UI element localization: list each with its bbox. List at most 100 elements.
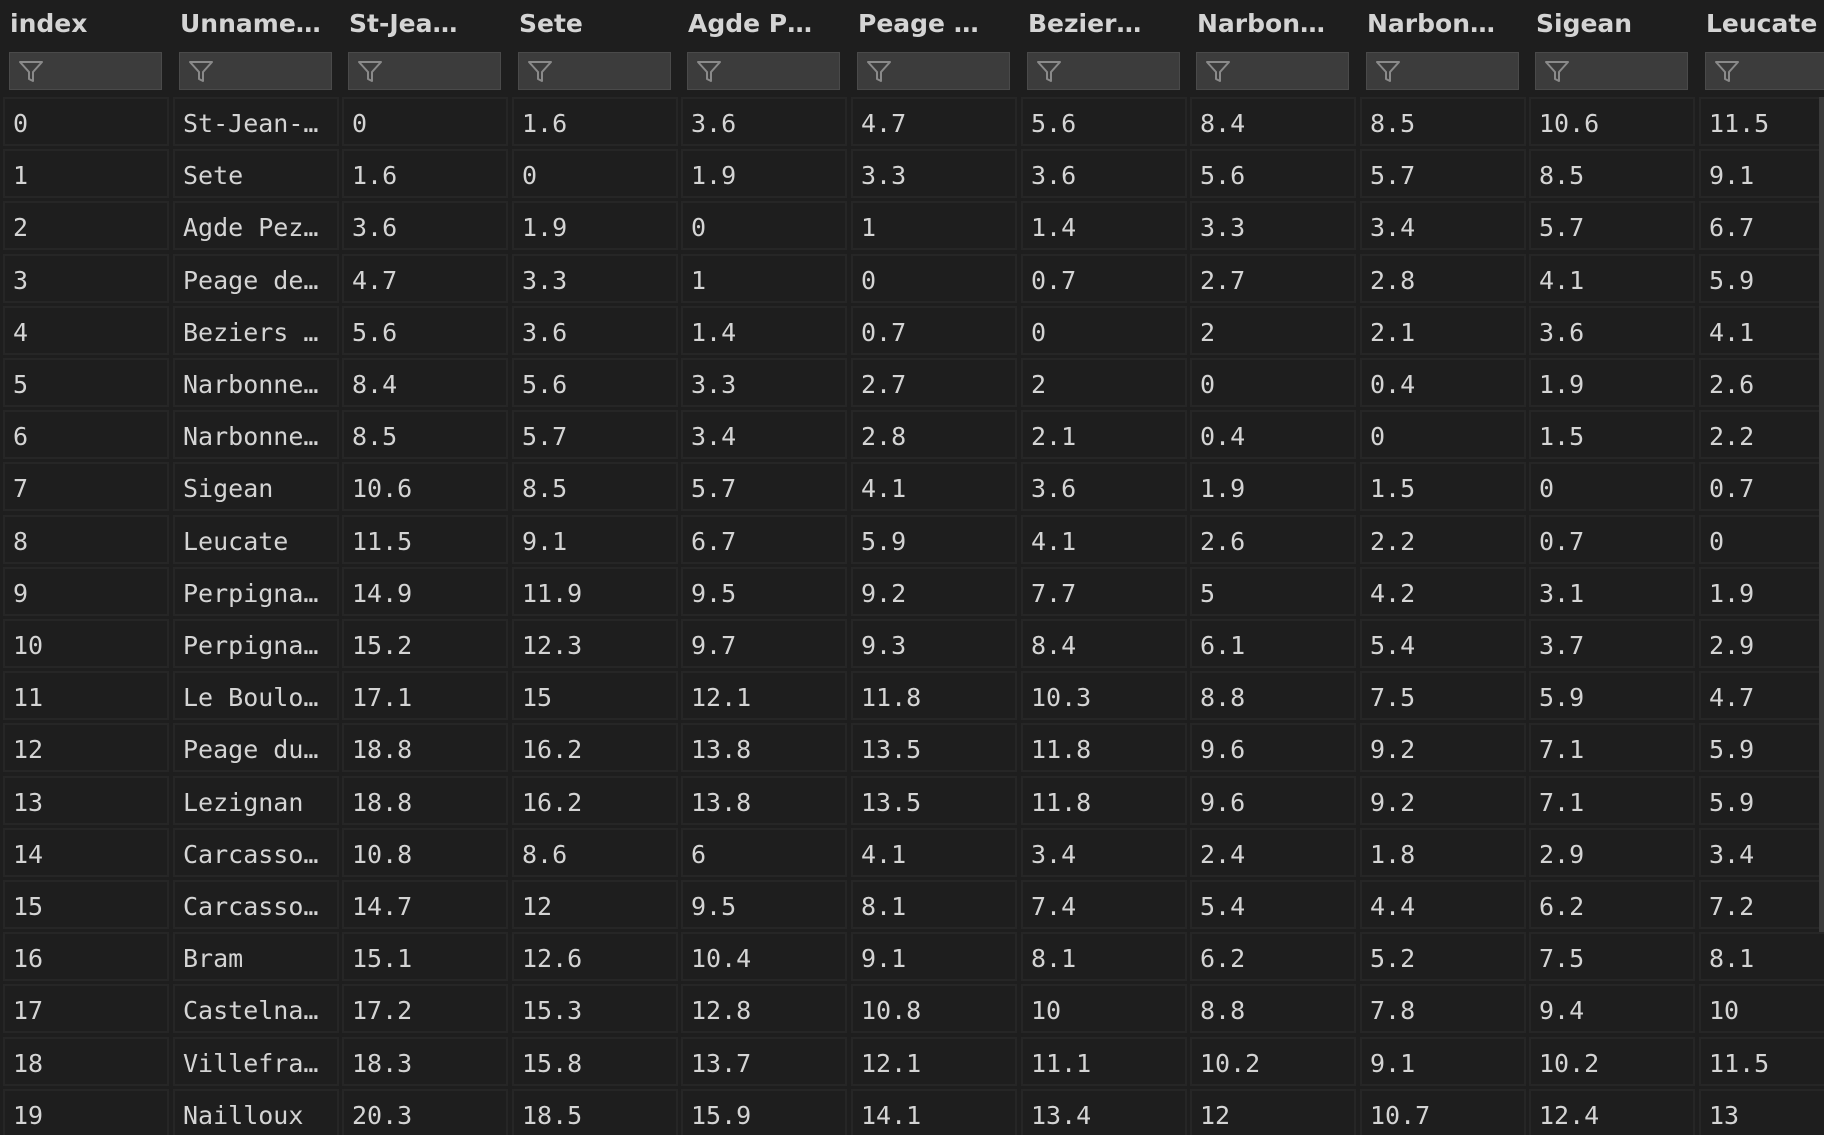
table-cell[interactable]: 13.8 bbox=[681, 776, 847, 825]
table-cell[interactable]: 9.1 bbox=[851, 932, 1017, 981]
table-cell[interactable]: Sete bbox=[173, 149, 339, 198]
table-cell[interactable]: 2.2 bbox=[1360, 515, 1526, 564]
table-cell[interactable]: 0.7 bbox=[851, 306, 1017, 355]
table-cell[interactable]: 0 bbox=[851, 254, 1017, 303]
table-cell[interactable]: 6.7 bbox=[681, 515, 847, 564]
table-cell[interactable]: 3.6 bbox=[681, 97, 847, 146]
table-cell[interactable]: 1.5 bbox=[1529, 410, 1695, 459]
table-cell[interactable]: Perpigna… bbox=[173, 619, 339, 668]
table-cell[interactable]: Castelna… bbox=[173, 984, 339, 1033]
table-row[interactable]: 13 Lezignan 18.8 16.2 13.8 13.5 11.8 9.6 9.2 7.1 5… bbox=[0, 776, 1824, 828]
table-cell[interactable]: 9.1 bbox=[1360, 1037, 1526, 1086]
table-row[interactable]: 12 Peage du… 18.8 16.2 13.8 13.5 11.8 9.6 9.2 7.1… bbox=[0, 723, 1824, 775]
table-cell[interactable]: 1.6 bbox=[512, 97, 678, 146]
table-cell[interactable]: 1 bbox=[851, 201, 1017, 250]
table-cell[interactable]: 0.4 bbox=[1360, 358, 1526, 407]
table-row[interactable]: 8 Leucate 11.5 9.1 6.7 5.9 4.1 2.6 2.2 0.7 0 bbox=[0, 515, 1824, 567]
table-cell[interactable]: 12 bbox=[1190, 1089, 1356, 1135]
table-cell[interactable]: 8.8 bbox=[1190, 671, 1356, 720]
table-cell[interactable]: 7.8 bbox=[1360, 984, 1526, 1033]
table-cell[interactable]: 10.4 bbox=[681, 932, 847, 981]
table-cell[interactable]: 5.6 bbox=[512, 358, 678, 407]
table-cell[interactable]: 3.6 bbox=[512, 306, 678, 355]
table-cell[interactable]: 18.8 bbox=[342, 776, 508, 825]
vertical-scrollbar[interactable] bbox=[1819, 97, 1824, 932]
table-cell[interactable]: 3.3 bbox=[1190, 201, 1356, 250]
table-cell[interactable]: 2 bbox=[1021, 358, 1187, 407]
table-cell[interactable]: 9.7 bbox=[681, 619, 847, 668]
table-row[interactable]: 11 Le Boulo… 17.1 15 12.1 11.8 10.3 8.8 7.5 5.9 4.… bbox=[0, 671, 1824, 723]
table-cell[interactable]: 3.6 bbox=[1021, 462, 1187, 511]
table-cell[interactable]: 13 bbox=[1699, 1089, 1824, 1135]
table-cell[interactable]: 8.4 bbox=[1021, 619, 1187, 668]
table-cell[interactable]: 11.9 bbox=[512, 567, 678, 616]
table-cell[interactable]: Narbonne… bbox=[173, 358, 339, 407]
table-cell[interactable]: 2.9 bbox=[1529, 828, 1695, 877]
table-cell[interactable]: 12.1 bbox=[681, 671, 847, 720]
column-filter-button[interactable] bbox=[1705, 52, 1824, 90]
table-cell[interactable]: 6.1 bbox=[1190, 619, 1356, 668]
table-cell[interactable]: 10.8 bbox=[851, 984, 1017, 1033]
table-cell[interactable]: 10 bbox=[1699, 984, 1824, 1033]
table-cell[interactable]: 7.4 bbox=[1021, 880, 1187, 929]
table-cell[interactable]: Leucate bbox=[173, 515, 339, 564]
row-index-cell[interactable]: 5 bbox=[3, 358, 169, 407]
table-cell[interactable]: 9.5 bbox=[681, 880, 847, 929]
column-header[interactable]: St-Jea… bbox=[349, 9, 458, 38]
table-cell[interactable]: Le Boulo… bbox=[173, 671, 339, 720]
table-cell[interactable]: 5.9 bbox=[1699, 776, 1824, 825]
table-row[interactable]: 19 Nailloux 20.3 18.5 15.9 14.1 13.4 12 10.7 12.4… bbox=[0, 1089, 1824, 1135]
table-cell[interactable]: Nailloux bbox=[173, 1089, 339, 1135]
row-index-cell[interactable]: 7 bbox=[3, 462, 169, 511]
table-cell[interactable]: 9.5 bbox=[681, 567, 847, 616]
table-cell[interactable]: 17.1 bbox=[342, 671, 508, 720]
column-header[interactable]: Unname… bbox=[180, 9, 321, 38]
table-cell[interactable]: Perpigna… bbox=[173, 567, 339, 616]
table-cell[interactable]: 11.1 bbox=[1021, 1037, 1187, 1086]
table-cell[interactable]: 2.9 bbox=[1699, 619, 1824, 668]
table-cell[interactable]: 13.5 bbox=[851, 723, 1017, 772]
table-cell[interactable]: 1.8 bbox=[1360, 828, 1526, 877]
table-cell[interactable]: 12.1 bbox=[851, 1037, 1017, 1086]
table-cell[interactable]: 0.7 bbox=[1699, 462, 1824, 511]
table-cell[interactable]: 2.8 bbox=[851, 410, 1017, 459]
table-cell[interactable]: 8.1 bbox=[1021, 932, 1187, 981]
table-cell[interactable]: 1.4 bbox=[1021, 201, 1187, 250]
column-header[interactable]: Sigean bbox=[1536, 9, 1633, 38]
table-row[interactable]: 18 Villefra… 18.3 15.8 13.7 12.1 11.1 10.2 9.1 10… bbox=[0, 1037, 1824, 1089]
table-cell[interactable]: 8.6 bbox=[512, 828, 678, 877]
table-cell[interactable]: 18.8 bbox=[342, 723, 508, 772]
column-filter-button[interactable] bbox=[348, 52, 501, 90]
table-cell[interactable]: 11.8 bbox=[851, 671, 1017, 720]
table-cell[interactable]: 5.9 bbox=[1529, 671, 1695, 720]
column-filter-button[interactable] bbox=[687, 52, 840, 90]
table-cell[interactable]: Narbonne… bbox=[173, 410, 339, 459]
table-cell[interactable]: 13.8 bbox=[681, 723, 847, 772]
table-row[interactable]: 7 Sigean 10.6 8.5 5.7 4.1 3.6 1.9 1.5 0 0.7 bbox=[0, 462, 1824, 514]
table-cell[interactable]: 0 bbox=[1699, 515, 1824, 564]
table-cell[interactable]: 5 bbox=[1190, 567, 1356, 616]
table-cell[interactable]: Bram bbox=[173, 932, 339, 981]
table-cell[interactable]: 15.3 bbox=[512, 984, 678, 1033]
table-cell[interactable]: 8.5 bbox=[342, 410, 508, 459]
table-cell[interactable]: 11.5 bbox=[1699, 97, 1824, 146]
table-cell[interactable]: 3.6 bbox=[342, 201, 508, 250]
table-cell[interactable]: 2.7 bbox=[851, 358, 1017, 407]
table-cell[interactable]: 2.2 bbox=[1699, 410, 1824, 459]
table-cell[interactable]: St-Jean-… bbox=[173, 97, 339, 146]
column-filter-button[interactable] bbox=[857, 52, 1010, 90]
table-cell[interactable]: 10.2 bbox=[1190, 1037, 1356, 1086]
table-cell[interactable]: 5.9 bbox=[1699, 723, 1824, 772]
table-cell[interactable]: Carcasso… bbox=[173, 880, 339, 929]
table-cell[interactable]: 6 bbox=[681, 828, 847, 877]
row-index-cell[interactable]: 2 bbox=[3, 201, 169, 250]
column-filter-button[interactable] bbox=[179, 52, 332, 90]
table-cell[interactable]: 9.2 bbox=[1360, 776, 1526, 825]
table-cell[interactable]: 8.4 bbox=[1190, 97, 1356, 146]
table-cell[interactable]: 7.7 bbox=[1021, 567, 1187, 616]
table-cell[interactable]: 5.9 bbox=[1699, 254, 1824, 303]
table-cell[interactable]: 1.5 bbox=[1360, 462, 1526, 511]
table-cell[interactable]: 2.4 bbox=[1190, 828, 1356, 877]
table-cell[interactable]: 15.1 bbox=[342, 932, 508, 981]
column-filter-button[interactable] bbox=[1535, 52, 1688, 90]
